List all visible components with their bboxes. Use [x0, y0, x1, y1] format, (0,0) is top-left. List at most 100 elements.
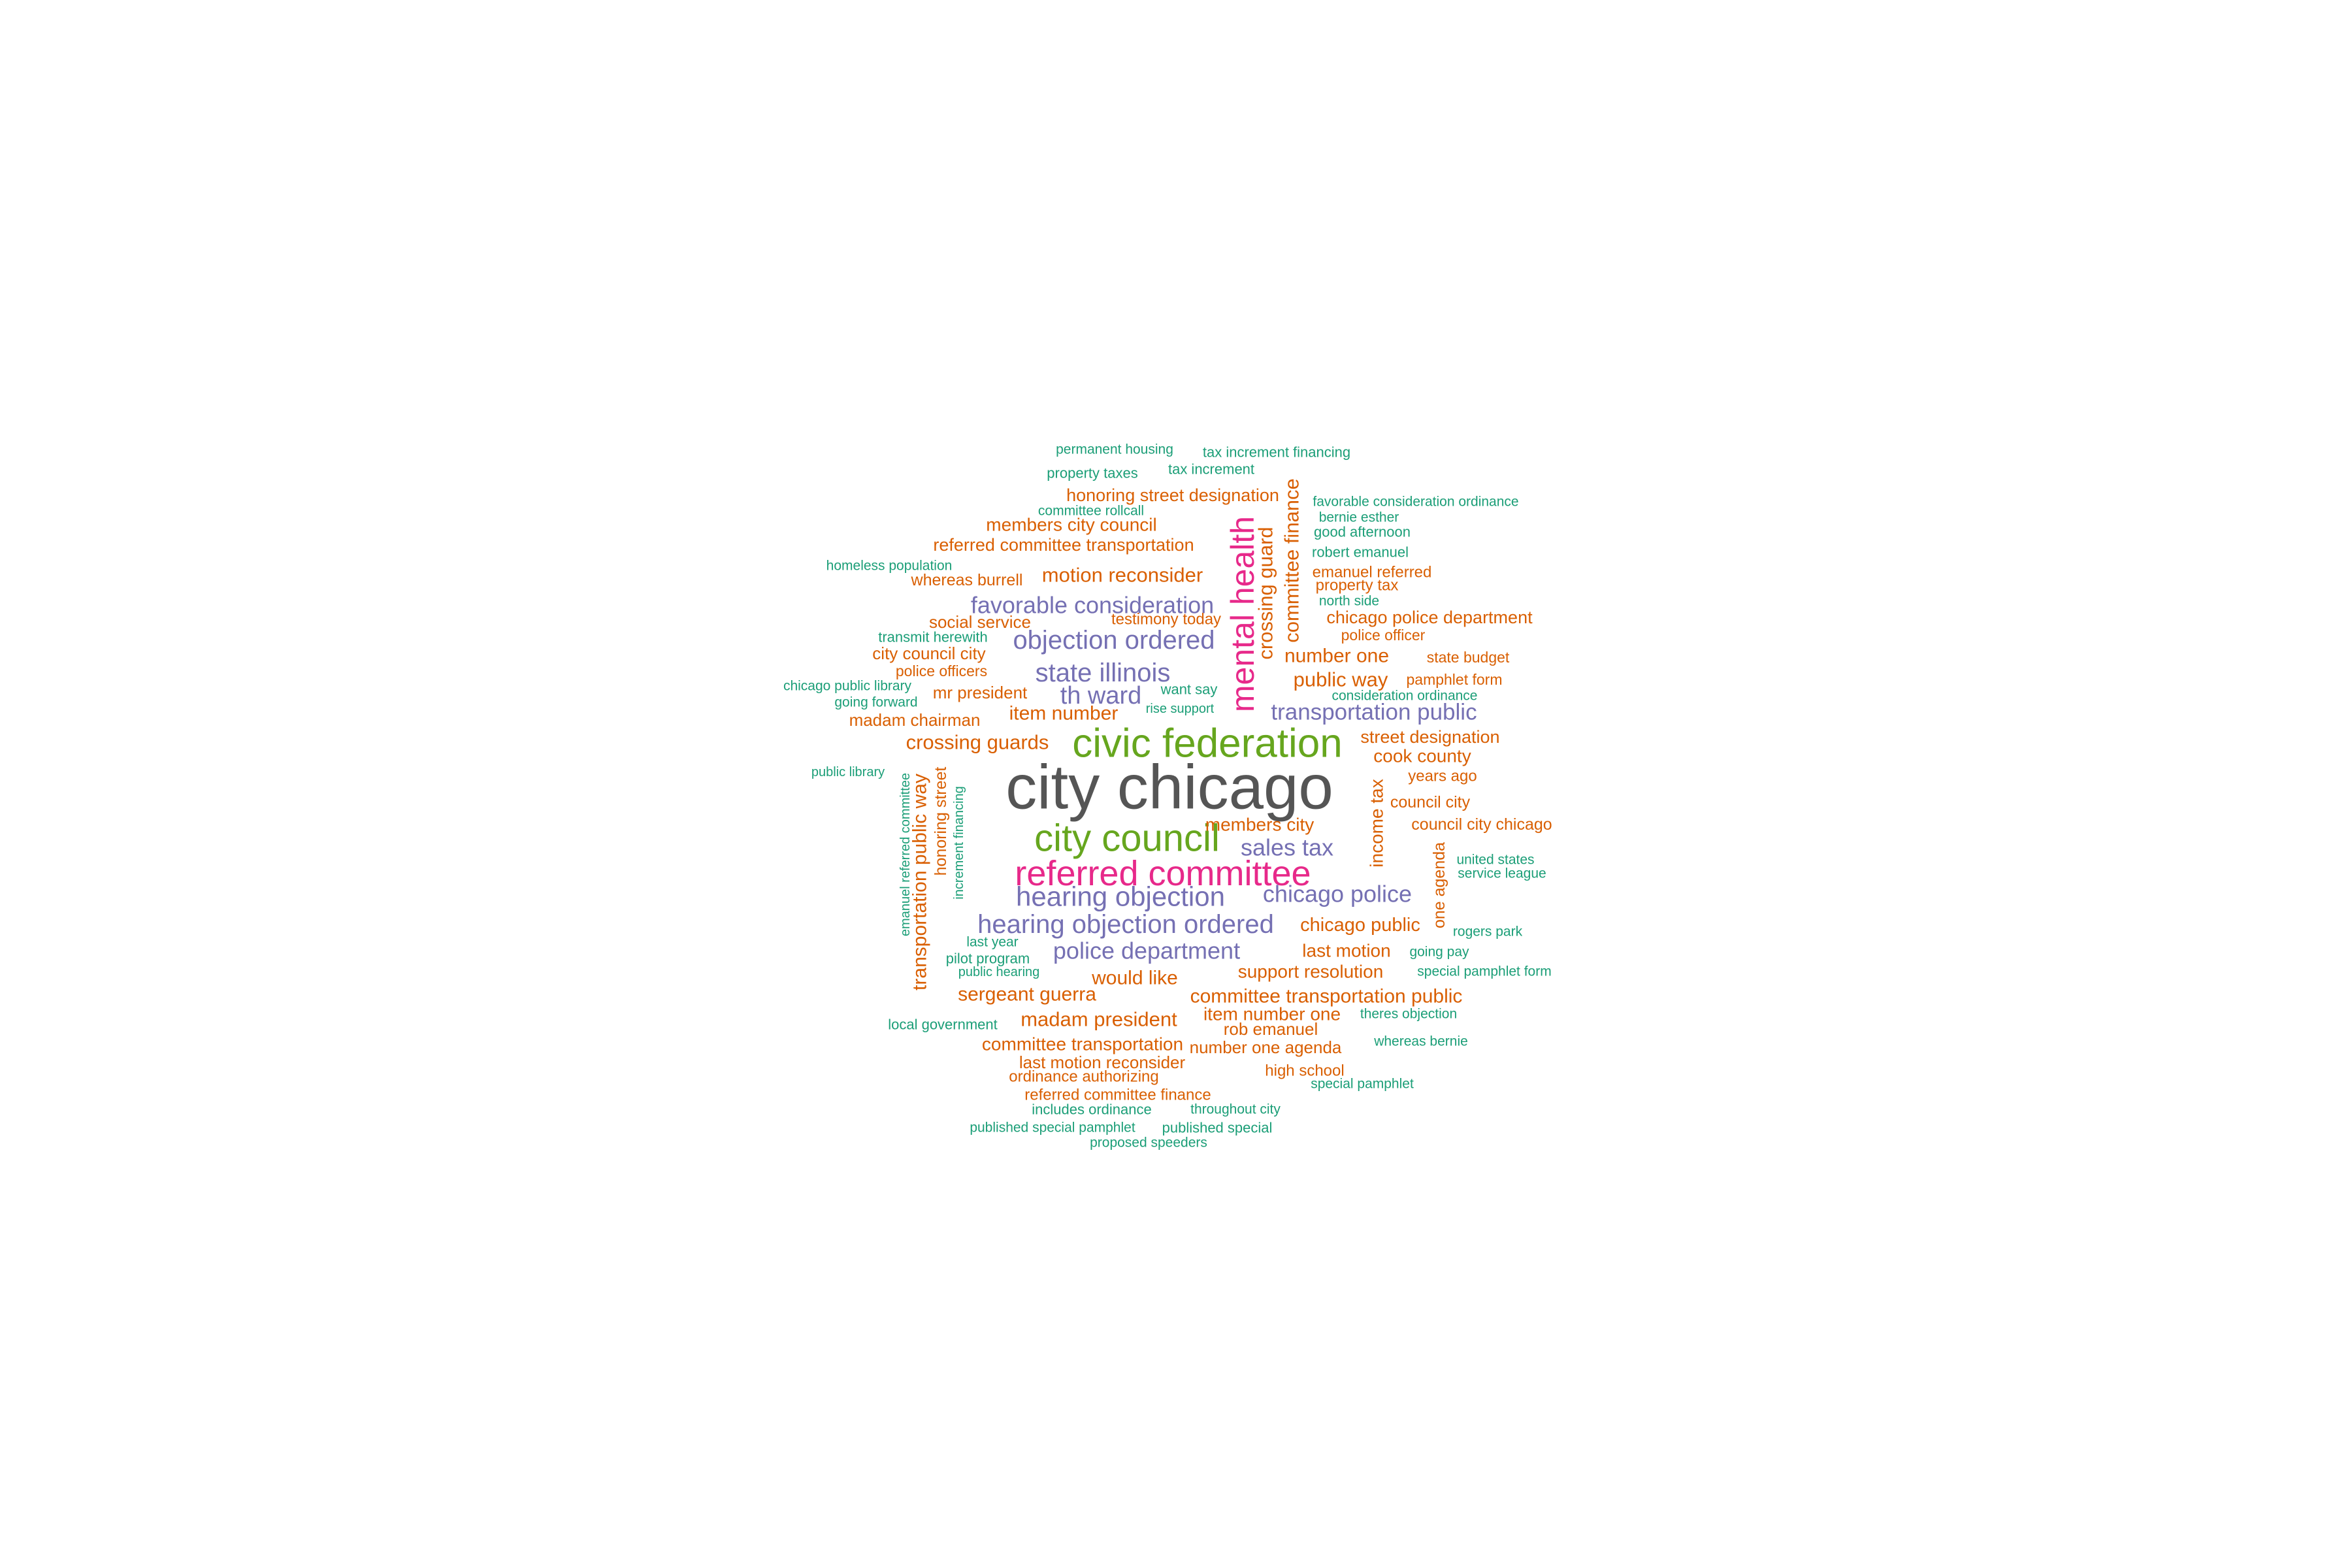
word-includes-ordinance: includes ordinance	[1032, 1102, 1151, 1118]
word-testimony-today: testimony today	[1111, 611, 1221, 629]
word-tax-increment: tax increment	[1168, 461, 1254, 478]
word-police-officers: police officers	[896, 662, 987, 679]
word-pamphlet-form: pamphlet form	[1406, 671, 1502, 688]
word-social-service: social service	[929, 612, 1031, 632]
word-property-taxes: property taxes	[1047, 465, 1137, 482]
word-motion-reconsider: motion reconsider	[1042, 564, 1203, 587]
word-hearing-objection-ordered: hearing objection ordered	[977, 910, 1274, 939]
word-whereas-bernie: whereas bernie	[1373, 1034, 1468, 1049]
word-mr-president: mr president	[933, 683, 1028, 702]
word-going-pay: going pay	[1409, 945, 1469, 960]
word-united-states: united states	[1456, 853, 1534, 868]
word-chicago-police-department: chicago police department	[1326, 608, 1533, 627]
word-council-city-chicago: council city chicago	[1411, 815, 1552, 834]
word-item-number-one: item number one	[1203, 1004, 1341, 1024]
word-number-one: number one	[1284, 645, 1389, 667]
word-consideration-ordinance: consideration ordinance	[1332, 689, 1478, 704]
word-favorable-consideration: favorable consideration	[971, 592, 1214, 619]
word-ordinance-authorizing: ordinance authorizing	[1009, 1068, 1159, 1086]
word-rogers-park: rogers park	[1453, 924, 1523, 939]
word-state-illinois: state illinois	[1036, 659, 1171, 687]
word-special-pamphlet: special pamphlet	[1311, 1077, 1414, 1092]
word-whereas-burrell: whereas burrell	[911, 571, 1023, 589]
word-committee-transportation-public: committee transportation public	[1190, 986, 1463, 1007]
word-number-one-agenda: number one agenda	[1190, 1037, 1342, 1057]
word-permanent-housing: permanent housing	[1056, 442, 1173, 457]
word-public-library: public library	[811, 765, 885, 779]
word-homeless-population: homeless population	[826, 559, 953, 574]
word-chicago-police: chicago police	[1263, 881, 1412, 907]
word-last-year: last year	[966, 935, 1018, 950]
word-public-way: public way	[1294, 668, 1388, 691]
word-transmit-herewith: transmit herewith	[878, 629, 988, 645]
word-madam-chairman: madam chairman	[849, 710, 981, 730]
word-council-city: council city	[1390, 793, 1471, 811]
word-state-budget: state budget	[1427, 649, 1510, 666]
word-high-school: high school	[1265, 1062, 1344, 1080]
word-published-special: published special	[1162, 1120, 1273, 1136]
word-service-league: service league	[1458, 866, 1546, 881]
word-published-special-pamphlet: published special pamphlet	[970, 1120, 1135, 1135]
word-honoring-street-designation: honoring street designation	[1066, 485, 1279, 505]
word-transportation-public-way: transportation public way	[909, 774, 931, 990]
word-robert-emanuel: robert emanuel	[1312, 544, 1409, 561]
word-rob-emanuel: rob emanuel	[1224, 1019, 1318, 1039]
word-objection-ordered: objection ordered	[1013, 626, 1215, 655]
word-income-tax: income tax	[1367, 779, 1387, 867]
word-madam-president: madam president	[1021, 1008, 1177, 1031]
word-item-number: item number	[1009, 703, 1119, 725]
word-crossing-guards: crossing guards	[906, 731, 1049, 754]
word-committee-transportation: committee transportation	[982, 1034, 1183, 1054]
word-last-motion: last motion	[1302, 941, 1390, 961]
word-emanuel-referred-committee: emanuel referred committee	[898, 773, 913, 936]
word-honoring-street: honoring street	[932, 767, 950, 876]
word-bernie-esther: bernie esther	[1319, 510, 1399, 525]
word-chicago-public: chicago public	[1300, 915, 1420, 936]
word-sergeant-guerra: sergeant guerra	[958, 984, 1096, 1005]
word-crossing-guard: crossing guard	[1254, 527, 1277, 659]
word-emanuel-referred: emanuel referred	[1313, 564, 1432, 581]
word-last-motion-reconsider: last motion reconsider	[1019, 1053, 1186, 1072]
word-one-agenda: one agenda	[1430, 842, 1448, 928]
word-theres-objection: theres objection	[1360, 1007, 1457, 1022]
word-tax-increment-financing: tax increment financing	[1203, 444, 1350, 461]
word-committee-finance: committee finance	[1281, 478, 1303, 643]
word-committee-rollcall: committee rollcall	[1038, 504, 1144, 519]
word-increment-financing: increment financing	[952, 786, 966, 899]
word-police-department: police department	[1053, 938, 1240, 964]
word-support-resolution: support resolution	[1238, 962, 1384, 982]
word-cook-county: cook county	[1373, 746, 1471, 766]
word-going-forward: going forward	[834, 695, 917, 710]
word-chicago-public-library: chicago public library	[783, 679, 912, 694]
word-referred-committee-transportation: referred committee transportation	[933, 535, 1194, 555]
word-public-hearing: public hearing	[958, 965, 1040, 979]
word-street-designation: street designation	[1360, 727, 1499, 747]
word-good-afternoon: good afternoon	[1314, 524, 1411, 540]
word-proposed-speeders: proposed speeders	[1090, 1135, 1207, 1151]
word-city-council: city council	[1034, 817, 1220, 860]
word-members-city: members city	[1205, 815, 1314, 835]
word-hearing-objection: hearing objection	[1016, 881, 1225, 912]
word-throughout-city: throughout city	[1190, 1102, 1281, 1117]
word-rise-support: rise support	[1146, 702, 1215, 716]
word-want-say: want say	[1160, 681, 1218, 698]
word-transportation-public: transportation public	[1271, 700, 1477, 725]
word-would-like: would like	[1091, 968, 1178, 989]
word-city-chicago: city chicago	[1005, 753, 1333, 823]
word-referred-committee: referred committee	[1015, 854, 1311, 893]
word-police-officer: police officer	[1341, 627, 1426, 644]
word-city-council-city: city council city	[872, 644, 985, 663]
word-th-ward: th ward	[1060, 682, 1142, 710]
word-mental-health: mental health	[1224, 516, 1261, 712]
word-pilot-program: pilot program	[946, 951, 1030, 967]
word-years-ago: years ago	[1408, 768, 1477, 785]
word-local-government: local government	[888, 1017, 998, 1033]
word-north-side: north side	[1319, 594, 1379, 609]
word-sales-tax: sales tax	[1241, 834, 1333, 861]
word-favorable-consideration-ordinance: favorable consideration ordinance	[1313, 495, 1518, 510]
word-members-city-council: members city council	[986, 515, 1156, 535]
word-referred-committee-finance: referred committee finance	[1024, 1086, 1211, 1104]
word-civic-federation: civic federation	[1072, 721, 1343, 766]
word-property-tax: property tax	[1316, 577, 1399, 595]
